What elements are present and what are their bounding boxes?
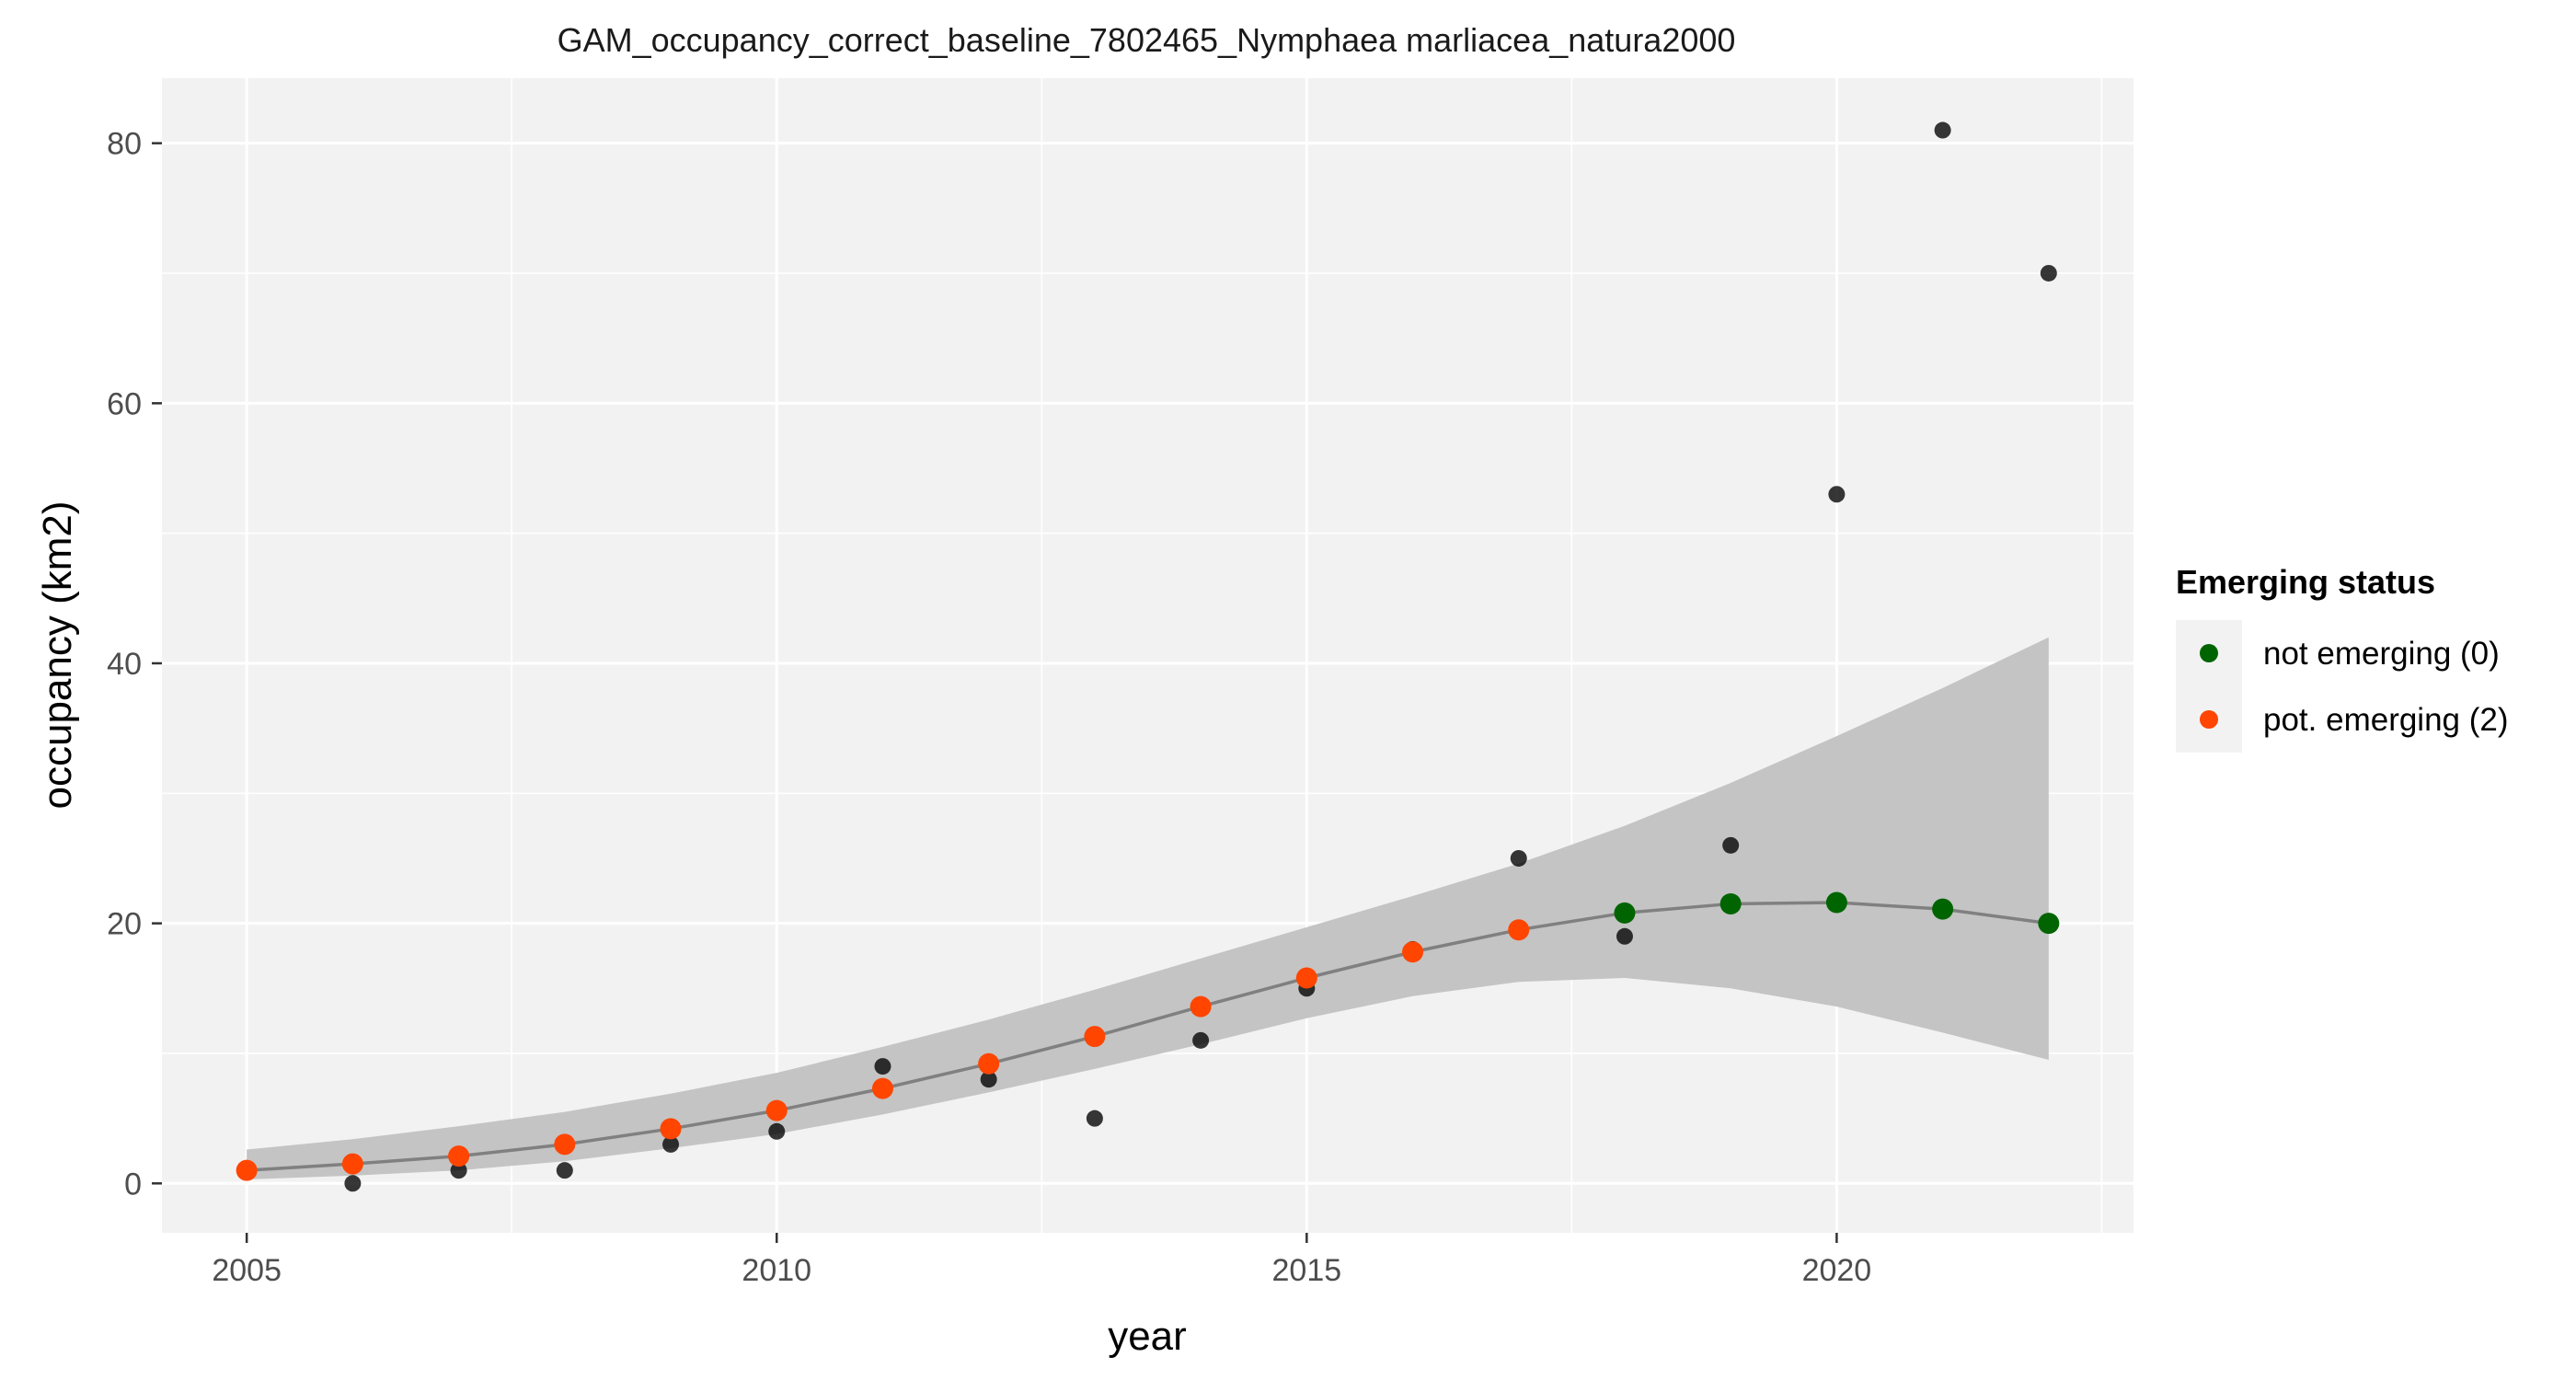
observed-point (662, 1135, 680, 1153)
fitted-point (1402, 941, 1424, 963)
y-tick-label: 40 (107, 647, 142, 682)
fitted-point (1190, 995, 1212, 1018)
legend-marker-pot-emerging (2200, 710, 2218, 729)
legend-label-not-emerging: not emerging (0) (2263, 636, 2500, 672)
fitted-point (554, 1133, 576, 1156)
observed-point (450, 1162, 467, 1179)
observed-point (980, 1071, 997, 1088)
fitted-point (236, 1159, 258, 1181)
x-axis-title: year (1108, 1314, 1187, 1359)
fitted-point (765, 1099, 788, 1121)
legend: Emerging status not emerging (0) pot. em… (2176, 563, 2509, 753)
fitted-point (1614, 902, 1636, 924)
legend-marker-not-emerging (2200, 644, 2218, 662)
grid-major (162, 78, 2133, 1233)
fitted-line (247, 901, 2050, 1172)
observed-point (874, 1058, 891, 1075)
x-axis: 2005 2010 2015 2020 (212, 1233, 1871, 1288)
fitted-point (1295, 967, 1317, 989)
observed-point (556, 1162, 573, 1179)
observed-point (1722, 836, 1740, 854)
x-tick-label: 2010 (742, 1253, 811, 1288)
fitted-point (1825, 891, 1847, 914)
y-axis: 0 20 40 60 80 (107, 127, 162, 1202)
y-tick-label: 60 (107, 386, 142, 421)
x-tick-label: 2015 (1272, 1253, 1342, 1288)
y-tick-label: 80 (107, 127, 142, 162)
fitted-points (236, 891, 2060, 1181)
fitted-point (660, 1118, 682, 1140)
fitted-point (871, 1077, 893, 1099)
fitted-point (341, 1153, 363, 1175)
legend-title: Emerging status (2176, 563, 2435, 601)
observed-point (768, 1122, 786, 1140)
observed-point (344, 1175, 362, 1192)
fitted-point (978, 1052, 1000, 1075)
observed-point (1828, 486, 1846, 503)
x-tick-label: 2005 (212, 1253, 282, 1288)
y-tick-label: 20 (107, 907, 142, 942)
observed-point (1934, 121, 1951, 139)
fitted-point (2038, 913, 2060, 935)
fitted-point (1719, 892, 1742, 914)
x-tick-label: 2020 (1802, 1253, 1872, 1288)
legend-label-pot-emerging: pot. emerging (2) (2263, 702, 2509, 738)
y-axis-title: occupancy (km2) (35, 500, 80, 809)
fitted-point (448, 1145, 470, 1167)
fitted-point (1508, 919, 1530, 941)
observed-point (1616, 927, 1633, 945)
fitted-point (1084, 1026, 1106, 1048)
observed-point (1510, 849, 1527, 867)
y-tick-label: 0 (124, 1167, 142, 1202)
observed-point (1086, 1110, 1103, 1127)
observed-point (2040, 264, 2057, 282)
fitted-point (1932, 898, 1954, 920)
chart-title: GAM_occupancy_correct_baseline_7802465_N… (558, 21, 1736, 59)
observed-point (1192, 1031, 1210, 1049)
